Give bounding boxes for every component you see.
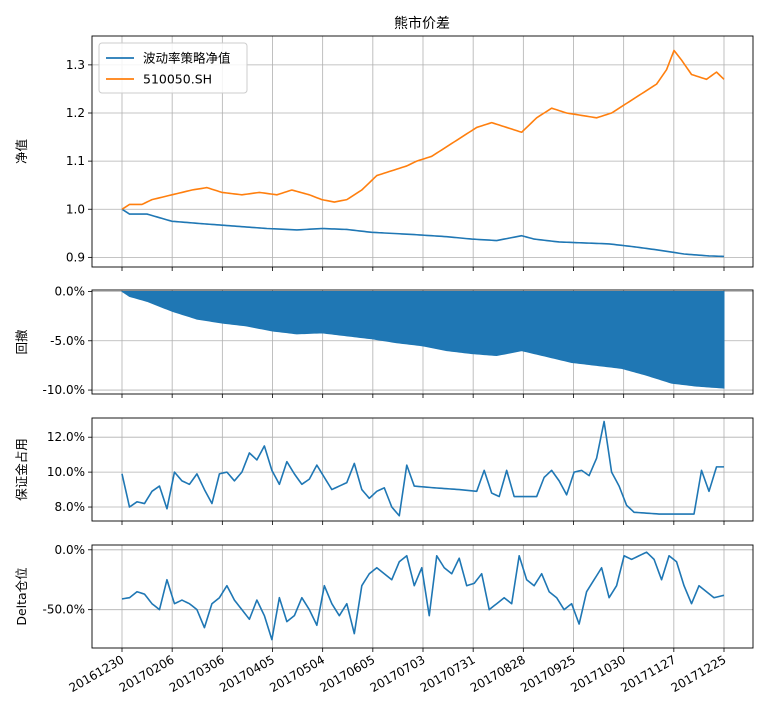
y-tick-label: 0.0% (55, 543, 86, 557)
axes-frame (91, 35, 754, 268)
y-tick-label: 1.0 (66, 202, 85, 216)
x-tick-label: 20161230 (67, 652, 127, 695)
nav-series-line-1 (121, 49, 725, 210)
panel-drawdown: 0.0% -5.0% -10.0% 回撤 (14, 284, 754, 398)
chart-title: 熊市价差 (394, 15, 450, 32)
nav-series-line-0 (121, 208, 725, 258)
y-axis-label: 净值 (14, 139, 29, 164)
legend-label: 波动率策略净值 (143, 51, 231, 66)
y-tick-label: 8.0% (55, 500, 86, 514)
drawdown-area (121, 290, 725, 389)
panel-nav: 0.9 1.0 1.1 1.2 1.3 净值 波动率策略净值 510050.SH (14, 35, 754, 271)
y-tick-label: 1.2 (66, 106, 85, 120)
y-tick-label: -5.0% (50, 334, 85, 348)
margin-series-line-0 (121, 420, 724, 517)
y-tick-label: 0.0% (55, 284, 86, 298)
y-tick-label: 10.0% (47, 465, 85, 479)
x-tick-label: 20170925 (518, 652, 578, 695)
y-tick-label: 0.9 (66, 250, 85, 264)
axes-frame (91, 417, 754, 522)
x-tick-label: 20171127 (618, 652, 678, 695)
x-tick-label: 20170405 (217, 652, 277, 695)
y-tick-label: 1.1 (66, 154, 85, 168)
panel-margin: 8.0% 10.0% 12.0% 保证金占用 (14, 417, 754, 525)
x-tick-label: 20171030 (568, 652, 628, 695)
y-tick-label: 1.3 (66, 58, 85, 72)
x-tick-label: 20170731 (418, 652, 478, 695)
axes-frame (91, 289, 754, 395)
x-tick-label: 20171225 (669, 652, 729, 695)
x-tick-label: 20170206 (117, 652, 177, 695)
y-tick-label: -50.0% (43, 603, 85, 617)
axes-frame (91, 544, 754, 649)
x-tick-label: 20170504 (267, 652, 327, 695)
y-axis-label: 回撤 (14, 329, 29, 355)
panel-delta: 0.0% -50.0% Delta仓位 (14, 543, 754, 652)
y-axis-label: 保证金占用 (14, 438, 29, 501)
delta-series-line-0 (121, 551, 725, 641)
legend: 波动率策略净值 510050.SH (98, 42, 248, 94)
x-tick-label: 20170703 (368, 652, 428, 695)
y-axis-label: Delta仓位 (14, 567, 29, 625)
y-tick-label: -10.0% (43, 383, 85, 397)
legend-box (98, 42, 248, 94)
x-tick-label: 20170828 (468, 652, 528, 695)
legend-label: 510050.SH (143, 72, 212, 87)
x-tick-label: 20170605 (317, 652, 377, 695)
x-tick-label: 20170306 (167, 652, 227, 695)
y-tick-label: 12.0% (47, 430, 85, 444)
